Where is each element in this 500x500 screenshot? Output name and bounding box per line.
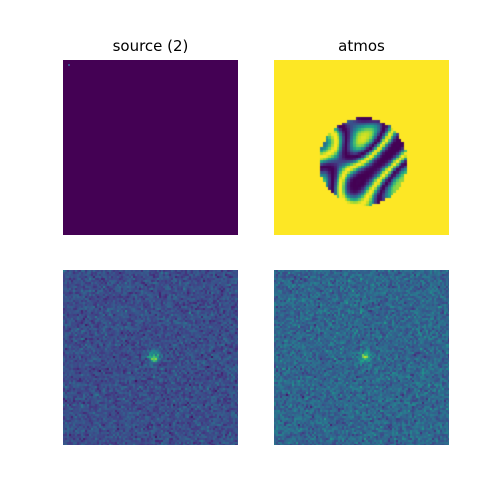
noisy-image (274, 270, 449, 445)
atmos-phase-screen (274, 60, 449, 235)
noisy-image-panel (274, 270, 449, 445)
source-image (63, 60, 238, 235)
blurred-image (63, 270, 238, 445)
panel-title-atmos: atmos (338, 37, 385, 55)
source-point (68, 64, 70, 66)
atmos-image-panel (274, 60, 449, 235)
source-image-panel (63, 60, 238, 235)
blurred-image-panel (63, 270, 238, 445)
panel-title-source: source (2) (112, 37, 189, 55)
